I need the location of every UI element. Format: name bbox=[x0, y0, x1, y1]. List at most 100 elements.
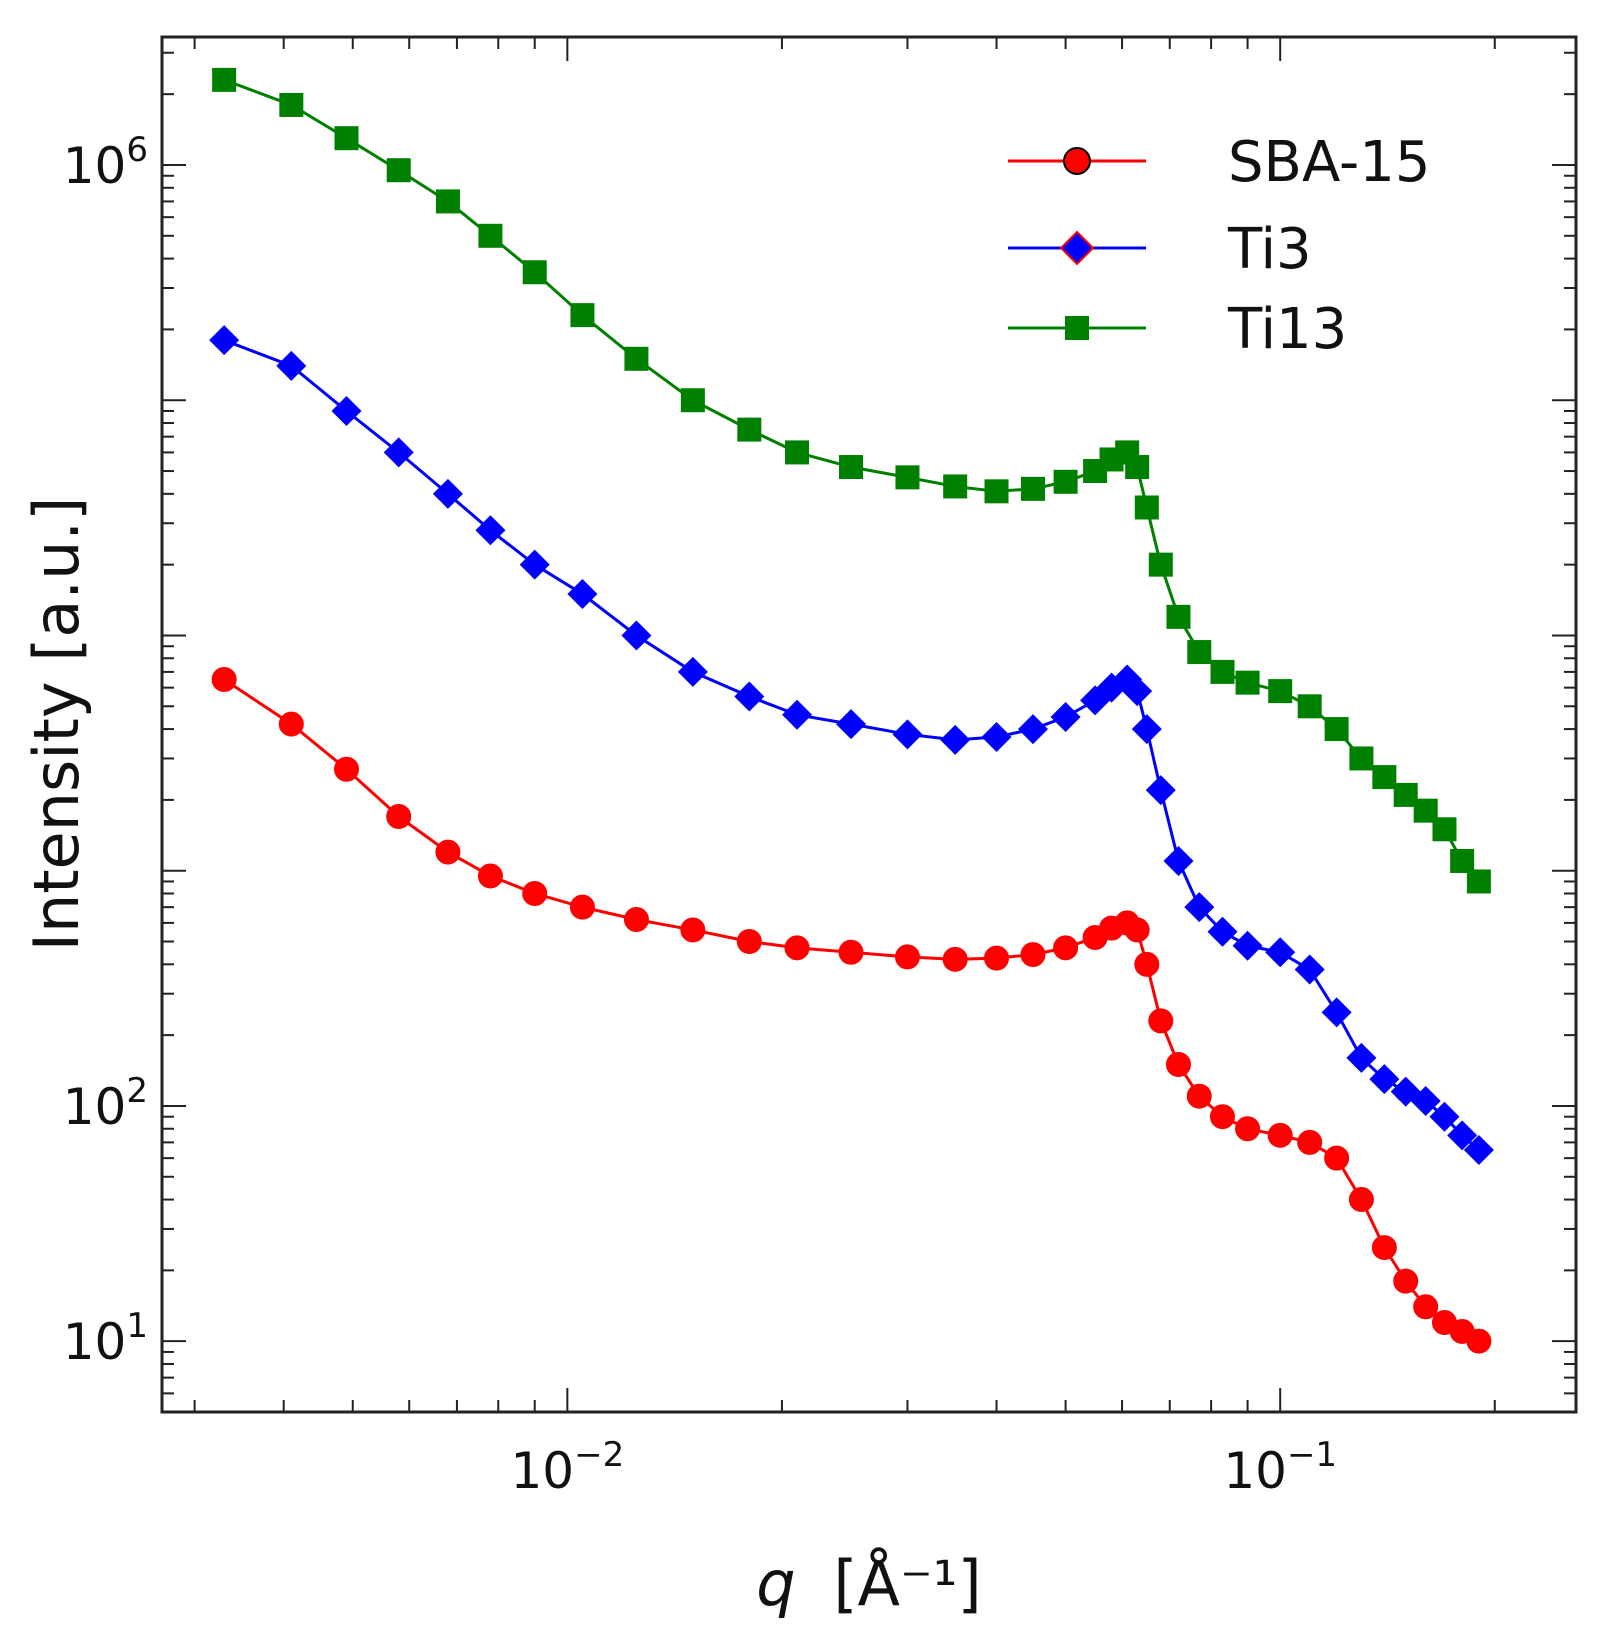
legend-marker-sba15 bbox=[1063, 147, 1091, 175]
data-point-ti13 bbox=[984, 479, 1009, 504]
data-point-ti13 bbox=[624, 346, 649, 371]
data-point-sba15 bbox=[1371, 1235, 1397, 1261]
data-point-ti3 bbox=[1321, 997, 1352, 1028]
data-point-ti3 bbox=[1131, 714, 1162, 745]
x-tick-label-base: 10 bbox=[1223, 1442, 1287, 1500]
data-point-ti3 bbox=[677, 656, 708, 687]
legend: SBA-15 Ti3 Ti13 bbox=[1008, 130, 1431, 362]
data-point-ti3 bbox=[1122, 676, 1153, 707]
data-point-ti13 bbox=[1053, 469, 1078, 494]
y-tick-label-exponent: 2 bbox=[126, 1071, 148, 1111]
data-point-ti13 bbox=[1187, 640, 1212, 665]
legend-entry-ti13: Ti13 bbox=[1008, 297, 1347, 362]
data-point-ti3 bbox=[1265, 937, 1296, 968]
data-point-ti3 bbox=[621, 620, 652, 651]
data-point-ti13 bbox=[1372, 765, 1397, 790]
data-point-ti3 bbox=[892, 719, 923, 750]
data-point-ti13 bbox=[478, 223, 503, 248]
y-tick-label-exponent: 6 bbox=[126, 130, 148, 170]
data-point-sba15 bbox=[1134, 951, 1160, 977]
data-point-sba15 bbox=[894, 944, 920, 970]
data-point-sba15 bbox=[1148, 1008, 1174, 1034]
data-point-ti3 bbox=[1463, 1134, 1494, 1165]
data-point-ti13 bbox=[1450, 848, 1475, 873]
plot-area bbox=[209, 67, 1494, 1354]
data-point-ti3 bbox=[1294, 954, 1325, 985]
data-point-ti13 bbox=[943, 474, 968, 499]
data-point-ti3 bbox=[1447, 1120, 1478, 1151]
series-sba15 bbox=[211, 666, 1492, 1354]
data-point-sba15 bbox=[1348, 1187, 1374, 1213]
data-point-sba15 bbox=[211, 666, 237, 692]
y-tick-label-base: 10 bbox=[63, 1078, 127, 1136]
data-point-ti13 bbox=[1432, 817, 1457, 842]
data-point-ti3 bbox=[432, 478, 463, 509]
data-point-sba15 bbox=[1165, 1052, 1191, 1078]
data-point-sba15 bbox=[386, 803, 412, 829]
data-point-ti13 bbox=[522, 260, 547, 285]
data-point-ti13 bbox=[1210, 659, 1235, 684]
data-point-ti13 bbox=[1297, 694, 1322, 719]
data-point-ti3 bbox=[519, 549, 550, 580]
data-point-sba15 bbox=[942, 946, 968, 972]
data-point-sba15 bbox=[334, 756, 360, 782]
y-tick-label-exponent: 1 bbox=[126, 1306, 148, 1346]
x-tick-label-exponent: −2 bbox=[574, 1435, 624, 1475]
y-tick-label: 102 bbox=[63, 1071, 148, 1136]
data-point-sba15 bbox=[1186, 1083, 1212, 1109]
data-point-ti3 bbox=[1346, 1042, 1377, 1073]
data-point-ti13 bbox=[839, 455, 864, 480]
data-point-ti3 bbox=[782, 699, 813, 730]
legend-marker-ti13 bbox=[1065, 316, 1089, 340]
data-point-sba15 bbox=[784, 935, 810, 961]
data-point-sba15 bbox=[278, 711, 304, 737]
data-point-sba15 bbox=[1267, 1122, 1293, 1148]
data-point-ti13 bbox=[435, 189, 460, 214]
data-point-ti3 bbox=[1184, 892, 1215, 923]
y-tick-label: 106 bbox=[63, 130, 148, 195]
data-point-ti3 bbox=[1207, 916, 1238, 947]
data-point-ti13 bbox=[386, 158, 411, 183]
y-tick-label-base: 10 bbox=[63, 137, 127, 195]
data-point-ti13 bbox=[212, 67, 237, 92]
data-point-sba15 bbox=[1393, 1268, 1419, 1294]
data-point-sba15 bbox=[623, 907, 649, 933]
data-point-sba15 bbox=[838, 939, 864, 965]
data-point-sba15 bbox=[1297, 1129, 1323, 1155]
data-point-ti13 bbox=[1134, 495, 1159, 520]
data-point-ti13 bbox=[1235, 670, 1260, 695]
series-ti3 bbox=[209, 325, 1494, 1165]
data-point-ti3 bbox=[331, 395, 362, 426]
data-point-sba15 bbox=[1210, 1104, 1236, 1130]
x-tick-label-exponent: −1 bbox=[1287, 1435, 1337, 1475]
legend-marker-ti3 bbox=[1059, 230, 1095, 266]
data-point-ti13 bbox=[1324, 717, 1349, 742]
x-axis-title: q [Å⁻¹] bbox=[756, 1547, 981, 1620]
legend-label-sba15: SBA-15 bbox=[1228, 130, 1431, 195]
data-point-ti3 bbox=[383, 437, 414, 468]
data-point-ti3 bbox=[1145, 775, 1176, 806]
series-ti13 bbox=[212, 67, 1491, 894]
data-point-sba15 bbox=[1020, 942, 1046, 968]
data-point-ti13 bbox=[334, 126, 359, 151]
plot-frame bbox=[160, 35, 1578, 1414]
y-tick-label: 101 bbox=[63, 1306, 148, 1371]
data-point-ti3 bbox=[567, 579, 598, 610]
series-line-sba15 bbox=[223, 678, 1480, 1343]
data-point-sba15 bbox=[1053, 935, 1079, 961]
legend-label-ti3: Ti3 bbox=[1227, 217, 1312, 282]
legend-entry-sba15: SBA-15 bbox=[1008, 130, 1431, 195]
y-axis-title: Intensity [a.u.] bbox=[20, 497, 93, 952]
data-point-ti3 bbox=[276, 350, 307, 381]
data-point-ti3 bbox=[1163, 845, 1194, 876]
data-point-ti3 bbox=[209, 325, 240, 356]
data-point-ti13 bbox=[570, 303, 595, 328]
y-tick-label-base: 10 bbox=[63, 1313, 127, 1371]
data-point-ti13 bbox=[279, 92, 304, 117]
x-axis-variable: q bbox=[756, 1547, 795, 1620]
data-point-ti3 bbox=[1050, 702, 1081, 733]
data-point-sba15 bbox=[1235, 1116, 1261, 1142]
data-point-sba15 bbox=[1413, 1294, 1439, 1320]
